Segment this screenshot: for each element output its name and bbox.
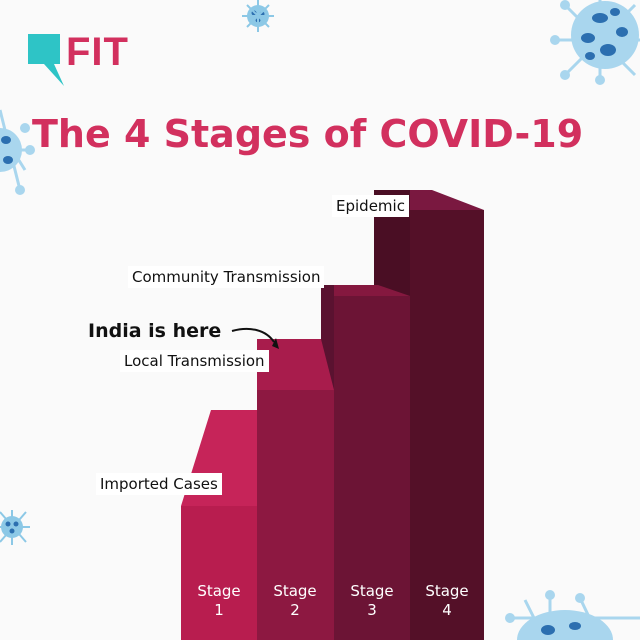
stage-2-label: Stage 2 [258,582,332,620]
virus-icon-bottom-right [505,590,640,640]
stage-1-number: 1 [214,601,224,619]
virus-icon-lower-left [0,510,30,545]
stage-2-column [257,339,334,640]
india-annotation: India is here [88,320,222,342]
stage-4-number: 4 [442,601,452,619]
label-epidemic: Epidemic [332,195,409,217]
stage-4-label: Stage 4 [410,582,484,620]
stage-3-word: Stage [350,582,394,600]
page-title: The 4 Stages of COVID-19 [32,112,584,156]
virus-icon-top-right [550,0,640,85]
stage-2-number: 2 [290,601,300,619]
stage-3-number: 3 [367,601,377,619]
label-local-transmission: Local Transmission [120,350,269,372]
fit-logo-bubble-icon [28,34,64,86]
virus-icon-top [242,0,274,32]
fit-logo-text: FIT [66,30,129,74]
label-imported-cases: Imported Cases [96,473,222,495]
stage-1-label: Stage 1 [182,582,256,620]
arrow-head-icon [272,338,279,349]
virus-icon-left [0,109,35,195]
stage-4-word: Stage [425,582,469,600]
label-community-transmission: Community Transmission [128,266,325,288]
stage-3-label: Stage 3 [335,582,409,620]
arrow-icon [231,327,275,343]
stage-2-word: Stage [273,582,317,600]
stage-1-word: Stage [197,582,241,600]
